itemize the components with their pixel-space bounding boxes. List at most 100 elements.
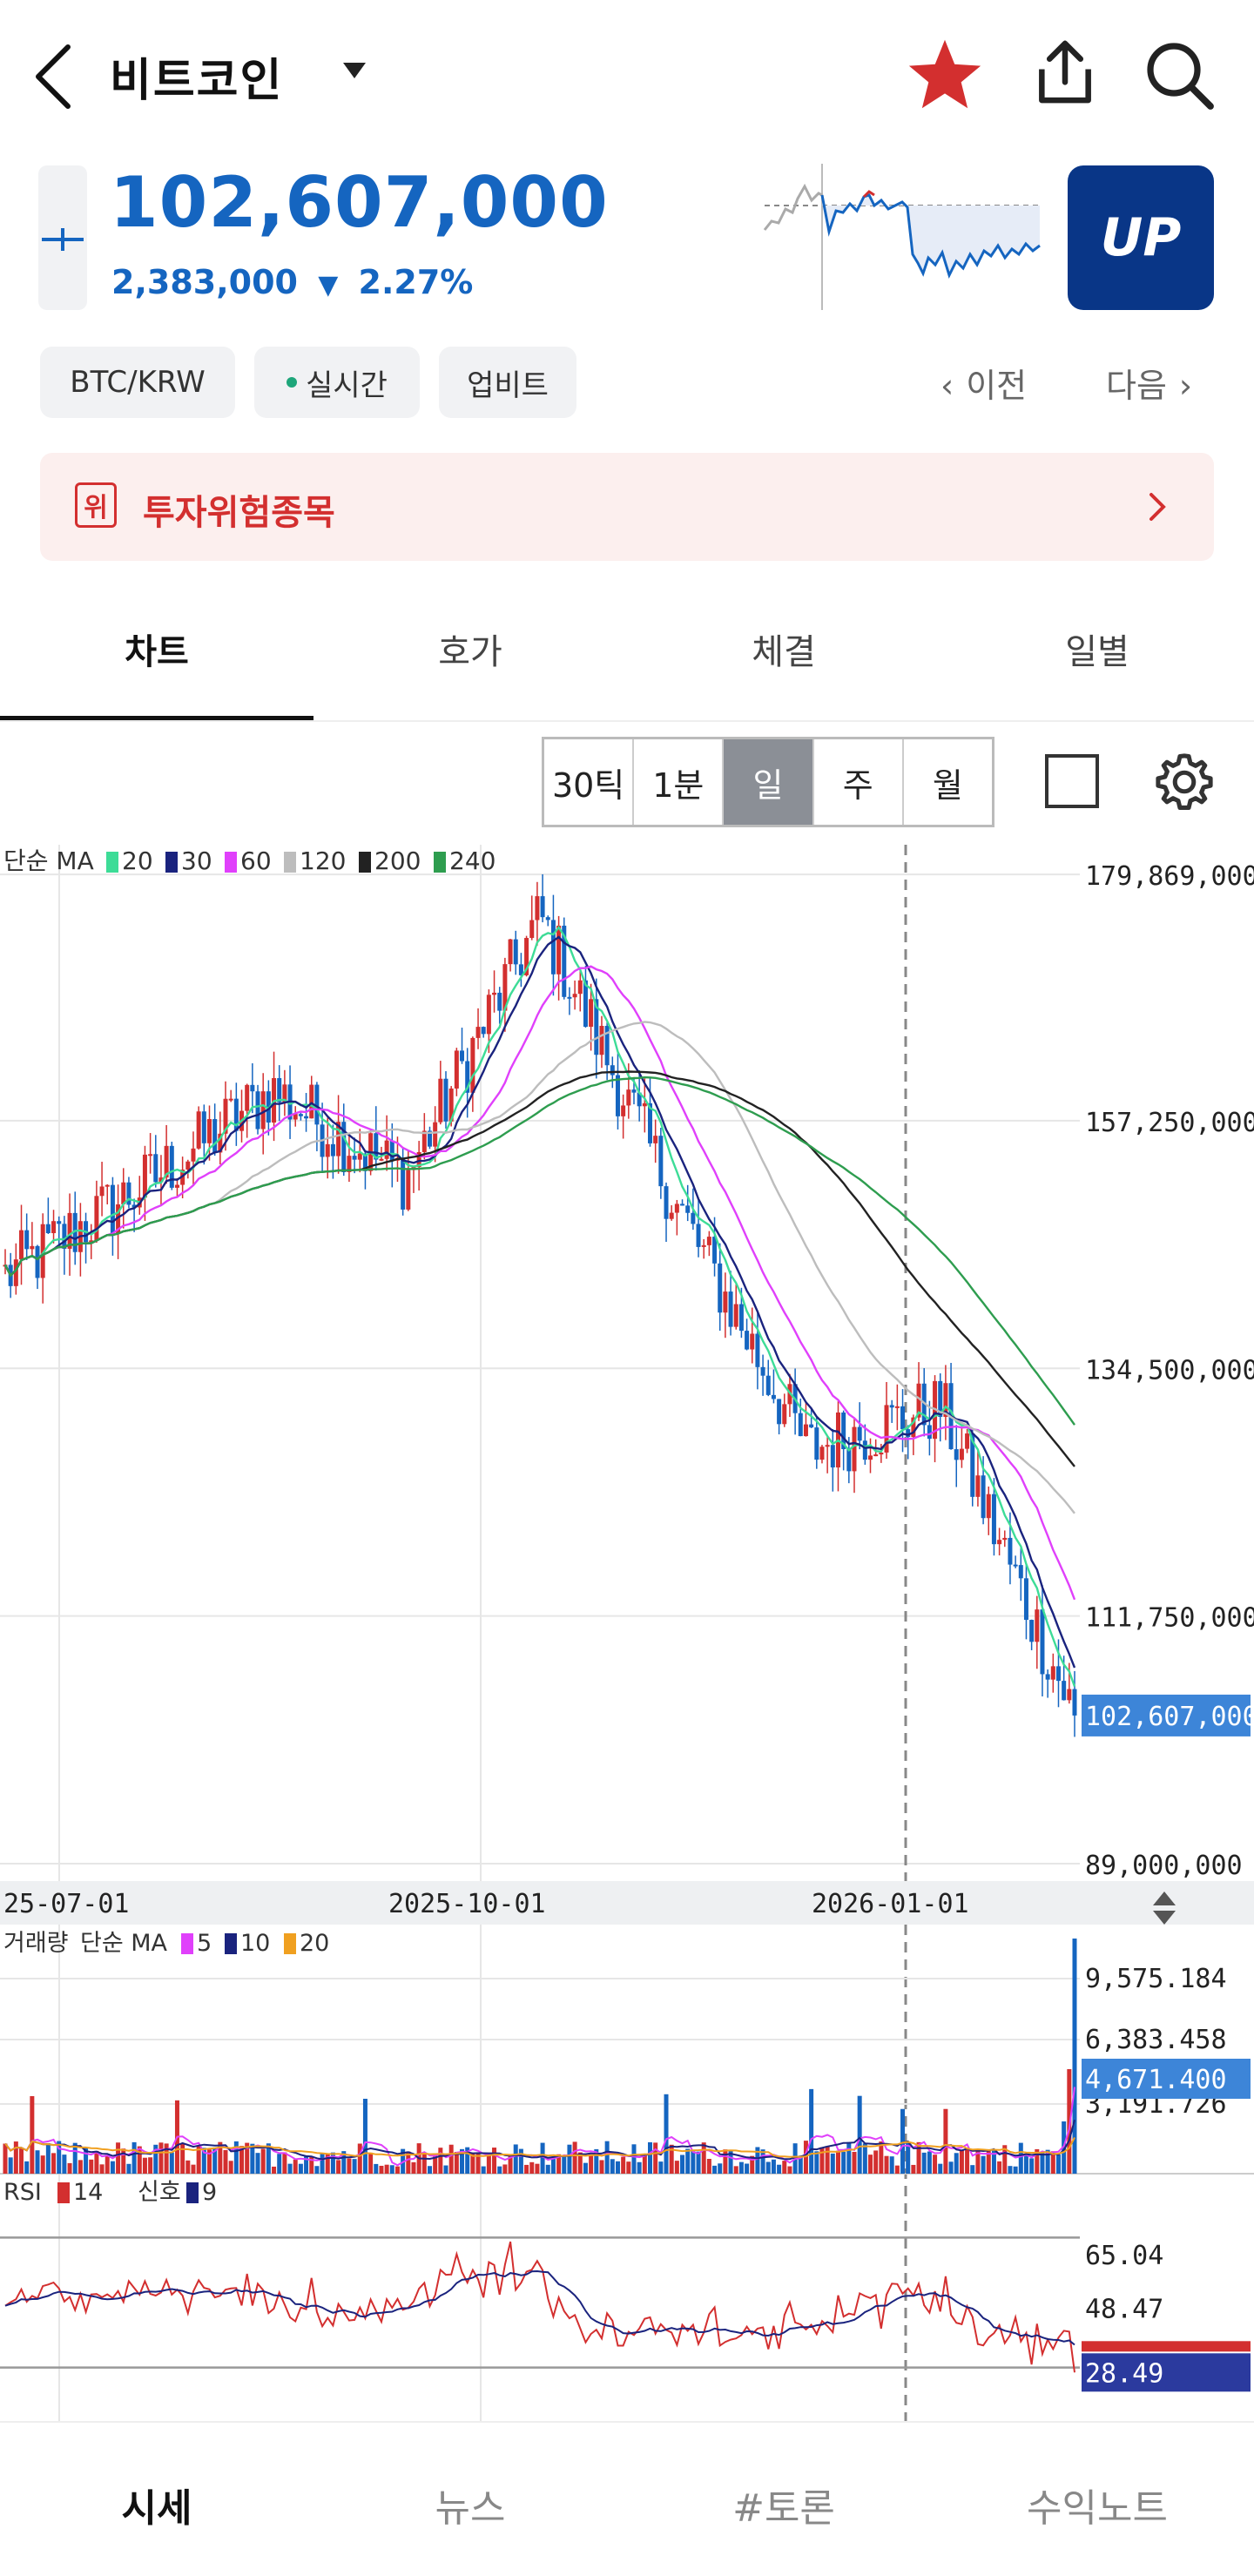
candle-body — [604, 1025, 610, 1066]
star-icon[interactable] — [906, 37, 984, 111]
mini-chart[interactable] — [763, 160, 1042, 314]
volume-bar — [465, 2147, 470, 2174]
tab-trades[interactable]: 체결 — [752, 632, 816, 672]
candle-body — [718, 1263, 723, 1313]
fullscreen-square-icon[interactable] — [1045, 754, 1099, 808]
bottom-nav-discussion[interactable]: #토론 — [732, 2486, 835, 2531]
candle-body — [825, 1445, 830, 1447]
candle-body — [406, 1170, 411, 1210]
next-button[interactable]: 다음 › — [1106, 359, 1192, 407]
candle-body — [868, 1455, 873, 1460]
volume-bar — [239, 2146, 245, 2174]
volume-bar — [1050, 2151, 1055, 2174]
candle-body — [481, 1027, 486, 1035]
candle-body — [1067, 1689, 1072, 1701]
pair-chip[interactable]: BTC/KRW — [40, 347, 235, 418]
volume-bar — [943, 2108, 948, 2174]
candle-body — [62, 1224, 67, 1249]
candle-body — [1023, 1578, 1028, 1621]
volume-bar — [1072, 1939, 1077, 2174]
gear-icon[interactable] — [1151, 749, 1217, 815]
volume-bar — [330, 2152, 335, 2174]
volume-bar — [959, 2150, 964, 2174]
volume-bar — [104, 2155, 110, 2174]
bottom-nav-profit-notes[interactable]: 수익노트 — [1027, 2486, 1168, 2531]
volume-bar — [857, 2095, 862, 2174]
candle-body — [535, 896, 540, 920]
legend-swatch — [225, 852, 237, 873]
volume-bar — [3, 2143, 8, 2174]
period-week[interactable]: 주 — [814, 739, 904, 825]
search-icon[interactable] — [1143, 38, 1216, 111]
realtime-chip[interactable]: 실시간 — [254, 347, 420, 418]
live-dot-icon — [287, 377, 298, 388]
volume-bar — [626, 2161, 631, 2174]
candle-body — [518, 964, 523, 975]
price-chart[interactable]: 179,869,000 157,250,000 134,500,000 111,750… — [0, 845, 1254, 2421]
volume-bar — [631, 2144, 637, 2174]
risk-warning-banner[interactable]: 위 투자위험종목 — [40, 453, 1214, 561]
candle-body — [486, 995, 491, 1035]
volume-bar — [648, 2141, 653, 2174]
candle-body — [701, 1244, 706, 1247]
period-month[interactable]: 월 — [932, 765, 963, 805]
caret-down-icon[interactable] — [341, 61, 367, 80]
period-30tick[interactable]: 30틱 — [544, 739, 635, 825]
volume-legend-title: 거래량 — [3, 1930, 69, 1957]
candle-body — [374, 1133, 379, 1160]
period-day[interactable]: 일 — [724, 739, 814, 825]
back-arrow-icon[interactable] — [33, 44, 71, 110]
volume-bar — [245, 2142, 250, 2174]
tab-daily[interactable]: 일별 — [1065, 632, 1129, 672]
bottom-nav-quotes[interactable]: 시세 — [121, 2486, 192, 2531]
tab-chart[interactable]: 차트 — [125, 632, 189, 672]
page-title[interactable]: 비트코인 — [110, 55, 284, 107]
candle-body — [1045, 1674, 1050, 1680]
candle-body — [524, 938, 529, 975]
volume-bar — [733, 2166, 738, 2174]
volume-bar — [438, 2148, 443, 2174]
volume-bar — [309, 2156, 314, 2174]
legend-ma-label: 200 — [374, 846, 421, 875]
warning-text: 투자위험종목 — [143, 493, 335, 533]
volume-bar — [421, 2154, 427, 2174]
candle-body — [401, 1157, 406, 1210]
candle-body — [492, 992, 497, 995]
candle-body — [379, 1158, 384, 1161]
candle-body — [906, 1429, 911, 1438]
candle-body — [24, 1230, 30, 1250]
volume-bar — [94, 2150, 99, 2174]
volume-bar — [986, 2150, 991, 2174]
volume-bar — [545, 2164, 550, 2174]
candle-body — [99, 1186, 104, 1197]
candle-body — [433, 1122, 438, 1147]
candle-body — [293, 1114, 298, 1120]
volume-bar — [137, 2146, 142, 2174]
price-axis-label: 157,250,000 — [1085, 1108, 1254, 1138]
x-axis-label: 25-07-01 — [3, 1889, 130, 1919]
candle-body — [1018, 1565, 1023, 1579]
change-arrow: ▼ — [318, 270, 339, 300]
period-1min[interactable]: 1분 — [634, 739, 725, 825]
volume-bar — [921, 2152, 927, 2174]
candle-body — [1072, 1689, 1077, 1716]
volume-bar — [610, 2159, 615, 2174]
volume-bar — [889, 2156, 894, 2174]
volume-bar — [765, 2161, 771, 2174]
candle-body — [733, 1304, 738, 1327]
bottom-nav-news[interactable]: 뉴스 — [435, 2486, 506, 2531]
candle-body — [174, 1184, 179, 1188]
prev-button[interactable]: ‹ 이전 — [940, 359, 1027, 407]
candle-body — [191, 1148, 196, 1162]
candle-body — [594, 999, 599, 1055]
candle-body — [427, 1130, 432, 1147]
volume-bar — [206, 2149, 212, 2174]
candle-body — [362, 1153, 367, 1171]
tab-orderbook[interactable]: 호가 — [438, 632, 502, 672]
share-icon[interactable] — [1031, 38, 1099, 108]
volume-bar — [67, 2162, 72, 2174]
candle-body — [121, 1182, 126, 1204]
candle-body — [13, 1259, 18, 1286]
exchange-chip[interactable]: 업비트 — [439, 347, 576, 418]
volume-bar — [131, 2141, 137, 2174]
